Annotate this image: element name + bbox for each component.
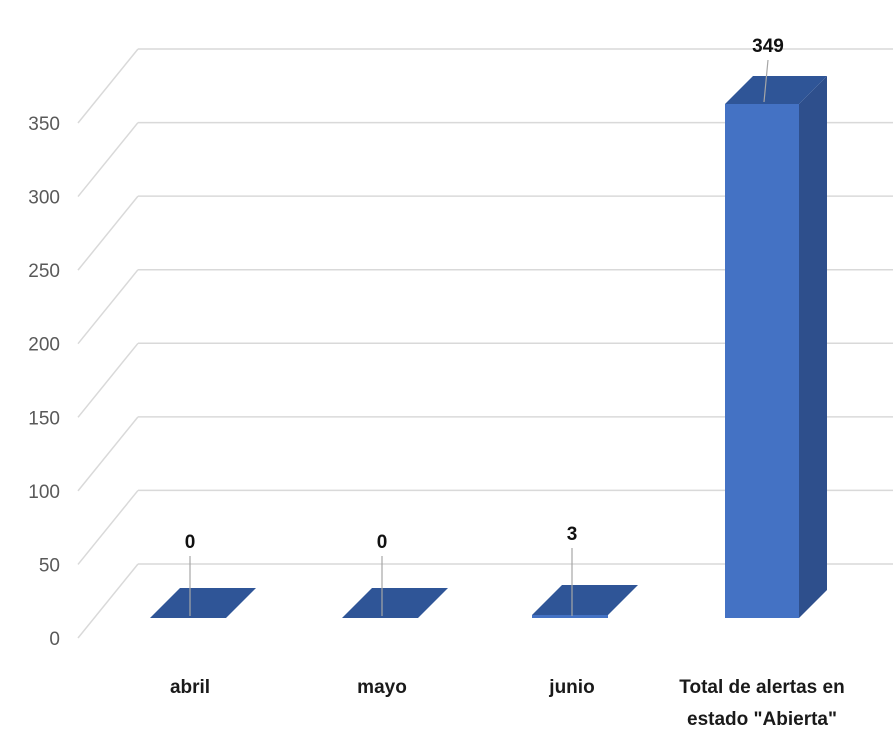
gridline-diagonal (77, 416, 139, 492)
data-labels: 0 0 3 349 (185, 36, 784, 616)
bar (150, 588, 256, 618)
bar (532, 585, 638, 618)
gridline-diagonal (77, 195, 139, 271)
y-tick-label: 0 (49, 629, 60, 650)
x-axis: abril mayo junio Total de alertas en estado … (170, 677, 845, 730)
data-label: 349 (752, 36, 784, 57)
x-tick-label: Total de alertas en estado "Abierta" (679, 677, 844, 730)
bar-top (532, 585, 638, 615)
bar-top (725, 76, 827, 104)
x-tick-label: mayo (357, 677, 407, 698)
y-tick-label: 200 (28, 335, 60, 356)
bars (150, 76, 827, 618)
bar (342, 588, 448, 618)
y-tick-label: 300 (28, 188, 60, 209)
gridline (77, 48, 893, 124)
bar-top (150, 588, 256, 618)
gridline-diagonal (77, 48, 139, 124)
x-tick-label: junio (548, 677, 594, 698)
data-label: 0 (377, 532, 388, 553)
data-label: 0 (185, 532, 196, 553)
bar-top (342, 588, 448, 618)
bar-front (532, 615, 608, 618)
y-axis: 0 50 100 150 200 250 300 350 (28, 114, 60, 650)
bar-front (725, 104, 799, 618)
gridline-diagonal (77, 122, 139, 198)
y-tick-label: 150 (28, 408, 60, 429)
data-label: 3 (567, 524, 578, 545)
x-tick-label: abril (170, 677, 210, 698)
y-tick-label: 250 (28, 261, 60, 282)
gridline-diagonal (77, 563, 139, 639)
y-tick-label: 350 (28, 114, 60, 135)
bar (725, 76, 827, 618)
leader-line (763, 59, 769, 103)
gridline-diagonal (77, 489, 139, 565)
y-tick-label: 50 (39, 555, 60, 576)
gridline-diagonal (77, 342, 139, 418)
gridline-diagonal (77, 269, 139, 345)
bar-side (799, 76, 827, 618)
y-tick-label: 100 (28, 482, 60, 503)
